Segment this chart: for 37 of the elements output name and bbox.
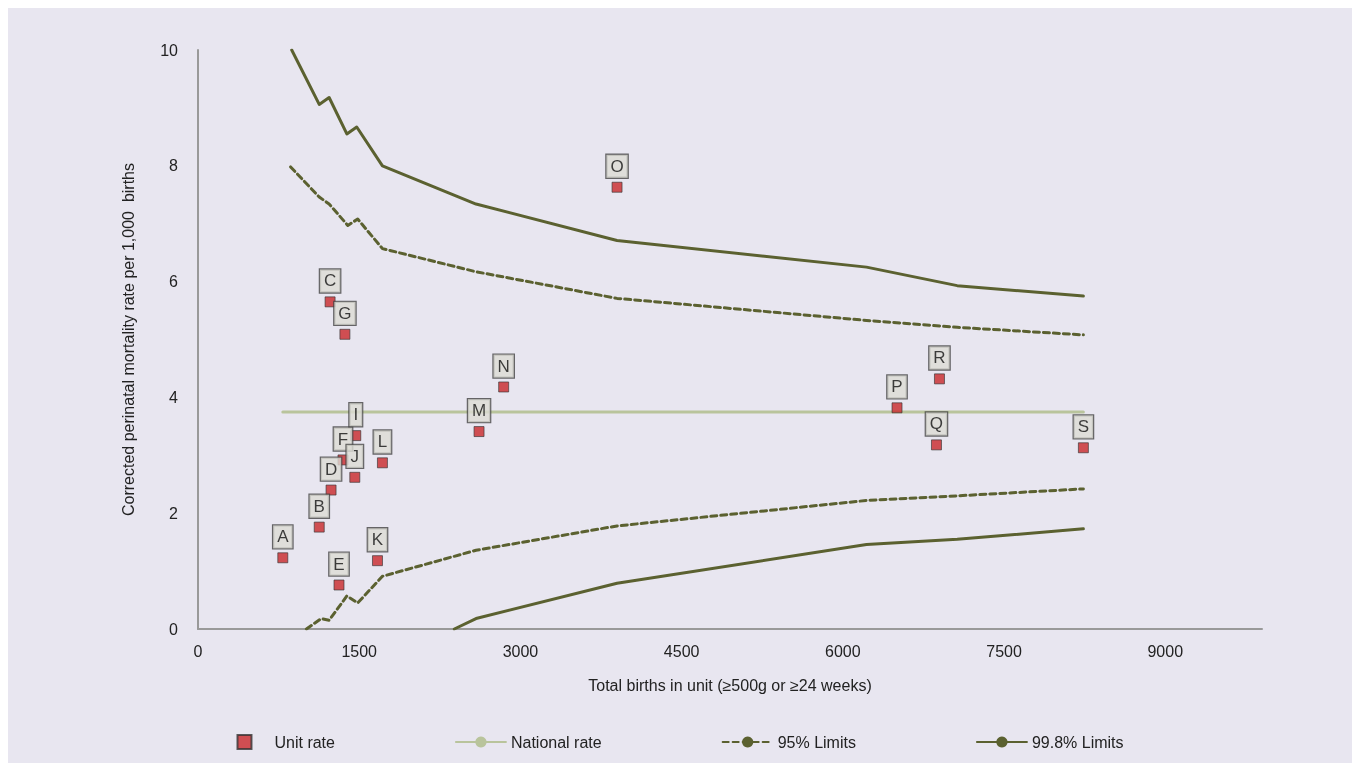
data-label: K — [371, 530, 384, 550]
y-tick-label: 6 — [169, 273, 179, 291]
x-tick-label: 9000 — [1147, 642, 1184, 660]
legend-label: 99.8% Limits — [1031, 733, 1124, 751]
y-tick-label: 8 — [169, 157, 179, 175]
data-label: O — [610, 156, 624, 176]
data-label: C — [323, 271, 337, 291]
y-tick-label: 2 — [169, 504, 179, 522]
legend-label: 95% Limits — [777, 733, 856, 751]
x-tick-label: 4500 — [663, 642, 700, 660]
data-label: F — [337, 429, 349, 449]
data-label: R — [933, 348, 946, 368]
y-tick-label: 4 — [169, 388, 179, 406]
data-label: Q — [929, 414, 944, 434]
data-label: D — [324, 459, 338, 479]
x-axis-title: Total births in unit (≥500g or ≥24 weeks) — [588, 676, 872, 694]
y-tick-label: 0 — [169, 620, 179, 638]
y-tick-label: 10 — [160, 41, 179, 59]
x-tick-label: 7500 — [986, 642, 1022, 660]
data-label: G — [338, 303, 352, 323]
data-label: S — [1077, 417, 1090, 437]
data-label: B — [313, 496, 325, 516]
x-tick-label: 0 — [193, 642, 203, 660]
legend-label: National rate — [510, 733, 602, 751]
legend-label: Unit rate — [274, 733, 336, 751]
data-label: N — [497, 356, 510, 376]
x-tick-label: 1500 — [341, 642, 378, 660]
x-tick-label: 3000 — [502, 642, 539, 660]
data-label: E — [333, 554, 345, 574]
x-tick-label: 6000 — [825, 642, 861, 660]
data-label: A — [277, 527, 290, 547]
data-label: P — [891, 377, 903, 397]
data-label: L — [377, 432, 388, 452]
data-label: J — [350, 446, 360, 466]
y-axis-title: Corrected perinatal mortality rate per 1,000 births — [119, 162, 137, 517]
data-label: I — [353, 405, 359, 425]
data-label: M — [471, 401, 487, 421]
